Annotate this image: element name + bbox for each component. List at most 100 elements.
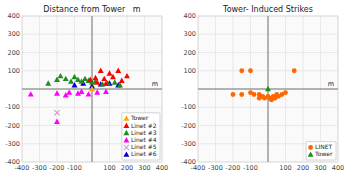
tick-label: 400 <box>184 12 196 20</box>
point <box>265 86 271 91</box>
tick-label: -300 <box>208 164 223 172</box>
point <box>72 74 78 79</box>
series <box>54 110 59 115</box>
legend-label: Linet #5 <box>131 143 157 150</box>
point <box>107 70 113 75</box>
legend-label: Linet #2 <box>131 122 157 129</box>
point <box>292 68 297 73</box>
tick-label: -300 <box>32 164 47 172</box>
tick-label: -100 <box>243 164 258 172</box>
point <box>112 79 118 84</box>
point <box>252 92 257 97</box>
point <box>63 76 69 81</box>
legend-label: LINET <box>315 143 332 150</box>
point <box>103 80 109 85</box>
point <box>94 89 100 94</box>
annotation: m <box>152 80 158 88</box>
legend-item: Linet #5 <box>124 143 157 150</box>
tick-label: 400 <box>156 164 168 172</box>
tick-label: -400 <box>5 158 20 166</box>
legend-box <box>122 113 160 160</box>
series <box>87 67 130 85</box>
legend-box <box>306 142 336 160</box>
legend-marker <box>123 130 129 135</box>
tick-label: -100 <box>5 103 20 111</box>
point <box>93 75 99 80</box>
marks <box>231 68 297 102</box>
tick-label: 200 <box>184 49 196 57</box>
legend-marker <box>123 137 129 142</box>
point <box>89 86 95 91</box>
legend-label: Linet #6 <box>131 151 157 158</box>
legend-item: Linet #6 <box>123 151 156 158</box>
title: Tower- Induced Strikes <box>222 5 313 14</box>
tick-label: 300 <box>138 164 150 172</box>
tick-label: 100 <box>279 164 291 172</box>
point <box>58 73 64 78</box>
panel: -400-300-200-100100200300400-400-300-200… <box>181 5 344 172</box>
tick-label: 300 <box>184 30 196 38</box>
point <box>94 79 100 84</box>
point <box>98 67 104 72</box>
tick-label: 100 <box>103 164 115 172</box>
legend-label: Linet #3 <box>131 129 157 136</box>
tick-label: 100 <box>184 67 196 75</box>
legend-item: Tower <box>308 151 333 158</box>
tick-label: -100 <box>181 103 196 111</box>
point <box>231 92 236 97</box>
legend: LINETTower <box>306 142 336 160</box>
point <box>110 74 116 79</box>
page: {"chart_data": [ {"type": "scatter", "ti… <box>0 0 350 179</box>
marks <box>28 67 130 124</box>
series <box>28 88 109 124</box>
plot-area <box>22 16 162 162</box>
legend-marker <box>123 115 129 120</box>
point <box>124 73 130 78</box>
point <box>283 90 288 95</box>
tick-label: 300 <box>314 164 326 172</box>
tick-label: 300 <box>8 30 20 38</box>
point <box>86 91 92 96</box>
tick-label: -200 <box>226 164 241 172</box>
legend-item: Linet #2 <box>123 122 156 129</box>
legend-marker <box>123 123 129 128</box>
series <box>231 68 297 102</box>
panel: -400-300-200-100100200300400-400-300-200… <box>5 5 168 172</box>
legend-marker <box>308 151 314 156</box>
legend-item: Linet #3 <box>123 129 156 136</box>
figure: -400-300-200-100100200300400-400-300-200… <box>0 0 350 179</box>
point <box>28 91 34 96</box>
legend-label: Linet #4 <box>131 136 157 143</box>
point <box>248 68 253 73</box>
legend-marker <box>123 151 129 156</box>
point <box>66 89 72 94</box>
legend-label: Tower <box>130 115 149 122</box>
point <box>239 68 244 73</box>
point <box>103 88 109 93</box>
title: Distance from Tower m <box>43 5 140 14</box>
annotation: m <box>328 80 334 88</box>
tick-label: -400 <box>181 158 196 166</box>
tick-label: 200 <box>121 164 133 172</box>
tick-label: -300 <box>181 140 196 148</box>
point <box>101 76 107 81</box>
plot-area <box>198 16 338 162</box>
point <box>239 92 244 97</box>
grid <box>198 16 338 162</box>
legend-item: Linet #4 <box>123 136 156 143</box>
tick-label: 200 <box>297 164 309 172</box>
grid <box>22 16 162 162</box>
tick-label: -100 <box>67 164 82 172</box>
tick-label: 100 <box>8 67 20 75</box>
tick-label: -200 <box>50 164 65 172</box>
point <box>54 90 60 95</box>
tick-label: -200 <box>181 122 196 130</box>
tick-label: -300 <box>5 140 20 148</box>
point <box>87 77 93 82</box>
legend-marker <box>124 145 129 150</box>
point <box>115 67 121 72</box>
tick-label: 200 <box>8 49 20 57</box>
series <box>265 86 271 91</box>
tick-label: 400 <box>8 12 20 20</box>
legend-item: LINET <box>308 143 332 150</box>
